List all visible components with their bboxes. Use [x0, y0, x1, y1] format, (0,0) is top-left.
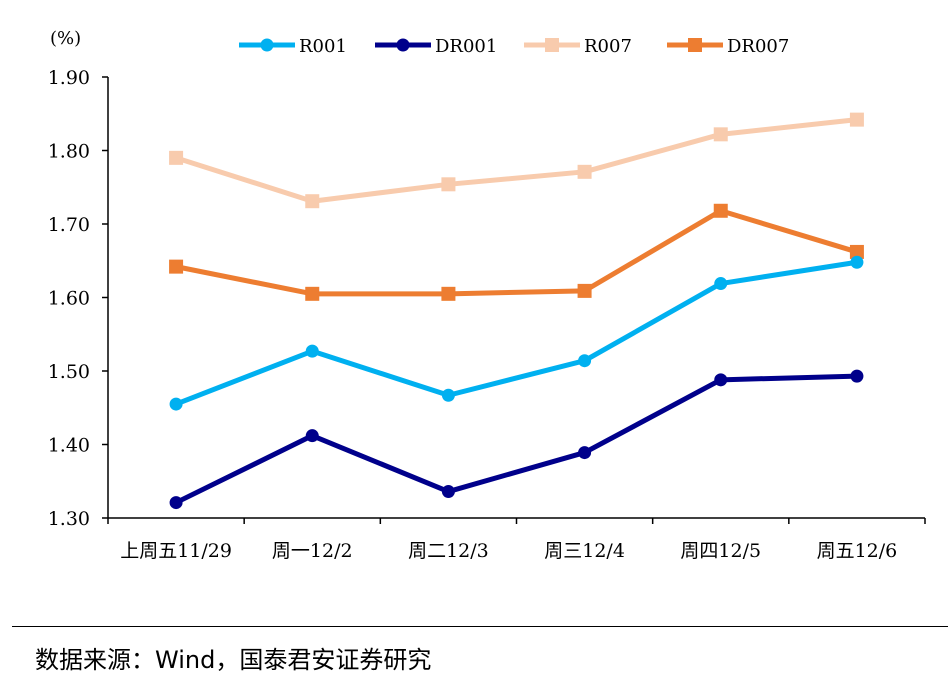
point-r007 — [169, 150, 184, 165]
point-dr007 — [305, 286, 320, 301]
x-tick-label: 上周五11/29 — [120, 540, 232, 562]
legend-marker-dr001 — [396, 38, 410, 52]
y-tick-label: 1.60 — [48, 288, 90, 310]
y-tick-label: 1.40 — [48, 435, 90, 457]
point-dr007 — [577, 283, 592, 298]
y-tick-label: 1.70 — [48, 214, 90, 236]
point-dr007 — [849, 244, 864, 259]
legend-label-dr007: DR007 — [727, 36, 789, 57]
point-r001 — [305, 344, 319, 358]
point-r007 — [305, 194, 320, 209]
point-dr007 — [713, 203, 728, 218]
point-r001 — [578, 354, 592, 368]
legend-marker-r001 — [260, 38, 274, 52]
point-dr001 — [714, 373, 728, 387]
y-tick-label: 1.90 — [48, 67, 90, 89]
point-dr001 — [578, 446, 592, 460]
line-chart: (%) R001 DR001 R007 DR007 1.301.401.501.601… — [48, 28, 926, 562]
point-r001 — [441, 388, 455, 402]
x-tick-label: 周四12/5 — [680, 540, 761, 562]
point-r001 — [714, 277, 728, 291]
x-tick-label: 周五12/6 — [817, 540, 898, 562]
point-r001 — [850, 255, 864, 269]
series-line-r001 — [175, 259, 858, 407]
legend-marker-dr007 — [688, 38, 702, 52]
series-lines — [169, 112, 864, 510]
point-dr001 — [169, 496, 183, 510]
point-dr001 — [441, 485, 455, 499]
legend-label-r007: R007 — [584, 36, 632, 57]
legend-label-r001: R001 — [299, 36, 347, 57]
point-dr007 — [169, 259, 184, 274]
point-r007 — [849, 112, 864, 127]
point-dr007 — [441, 286, 456, 301]
legend: R001 DR001 R007 DR007 — [239, 36, 789, 57]
point-r007 — [441, 177, 456, 192]
legend-marker-r007 — [545, 38, 559, 52]
series-line-r007 — [175, 117, 858, 204]
y-tick-label: 1.30 — [48, 508, 90, 530]
y-tick-label: 1.80 — [48, 141, 90, 163]
series-line-dr001 — [174, 373, 857, 505]
x-tick-label: 周三12/4 — [544, 540, 625, 562]
y-tick-label: 1.50 — [48, 361, 90, 383]
source-divider — [12, 626, 948, 627]
point-r007 — [577, 164, 592, 179]
point-dr001 — [305, 429, 319, 443]
legend-label-dr001: DR001 — [435, 36, 497, 57]
point-r007 — [713, 127, 728, 142]
point-r001 — [169, 397, 183, 411]
x-tick-label: 周一12/2 — [272, 540, 353, 562]
y-unit-label: (%) — [50, 28, 81, 49]
point-dr001 — [850, 369, 864, 383]
source-note: 数据来源：Wind，国泰君安证券研究 — [35, 646, 432, 674]
x-tick-label: 周二12/3 — [408, 540, 489, 562]
series-line-dr007 — [175, 208, 858, 297]
axes: 1.30 1.40 1.50 1.60 1.70 1.80 1.90 上周五11/29 周一12… — [48, 67, 926, 562]
